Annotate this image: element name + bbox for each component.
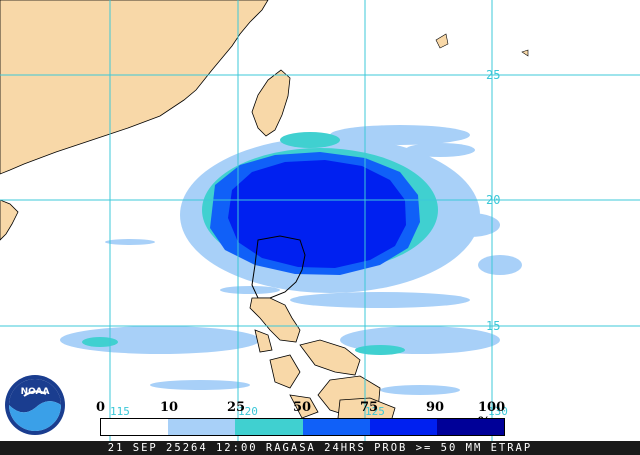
legend-band [302,419,370,435]
land-small-islands [435,33,529,57]
legend-band [235,419,303,435]
noaa-logo: NOAA [4,374,66,436]
land-mainland-china [0,0,269,175]
legend-tick: 10 [160,400,179,415]
grid-lines [0,0,640,441]
legend-tick: 75 [360,400,379,415]
legend: 0 10 25 50 75 90 100 % [96,400,510,436]
land-luzon-south [249,297,301,343]
legend-band [101,419,169,435]
legend-tick: 25 [227,400,246,415]
land-luzon-outline [251,235,306,299]
land-taiwan [251,69,291,137]
band-75-core [228,160,406,268]
lat-label-20: 20 [486,193,501,207]
lon-label-125: 125 [365,405,385,418]
lat-label-15: 15 [486,319,501,333]
legend-tick: 90 [426,400,445,415]
lon-label-120: 120 [238,405,258,418]
footer-caption: 21 SEP 25264 12:00 RAGASA 24HRS PROB >= … [0,441,640,455]
lat-label-25: 25 [486,68,501,82]
legend-band [369,419,437,435]
legend-band [168,419,236,435]
legend-band [436,419,505,435]
legend-tick: 50 [293,400,312,415]
land-west-coast [0,199,19,241]
legend-tick: 0 [96,400,106,415]
logo-text: NOAA [21,387,50,397]
legend-color-bar [100,418,505,436]
lon-label-130: 130 [488,405,508,418]
lon-label-115: 115 [110,405,130,418]
